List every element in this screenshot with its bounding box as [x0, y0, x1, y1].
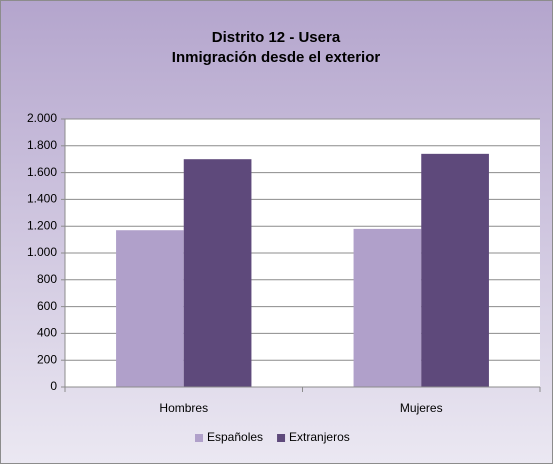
bar: [421, 153, 489, 387]
x-tick-label: Hombres: [159, 401, 208, 415]
y-tick-label: 1.600: [27, 165, 57, 179]
y-tick-label: 800: [37, 272, 57, 286]
y-tick-label: 1.800: [27, 138, 57, 152]
y-tick-label: 600: [37, 299, 57, 313]
legend-swatch: [195, 434, 203, 442]
y-tick-label: 1.400: [27, 192, 57, 206]
y-tick-label: 200: [37, 352, 57, 366]
y-tick-label: 0: [50, 379, 57, 393]
bar: [183, 159, 252, 387]
legend-label: Españoles: [207, 430, 263, 444]
chart-subtitle: Inmigración desde el exterior: [172, 49, 381, 66]
legend-swatch: [277, 434, 286, 442]
legend-label: Extranjeros: [289, 430, 350, 444]
y-tick-label: 1.200: [27, 218, 57, 232]
chart-title: Distrito 12 - Usera: [212, 29, 341, 46]
y-tick-label: 2.000: [27, 111, 57, 125]
bar: [353, 228, 422, 387]
y-tick-label: 400: [37, 326, 57, 340]
bar: [116, 230, 184, 387]
y-tick-label: 1.000: [27, 245, 57, 259]
x-tick-label: Mujeres: [400, 401, 443, 415]
